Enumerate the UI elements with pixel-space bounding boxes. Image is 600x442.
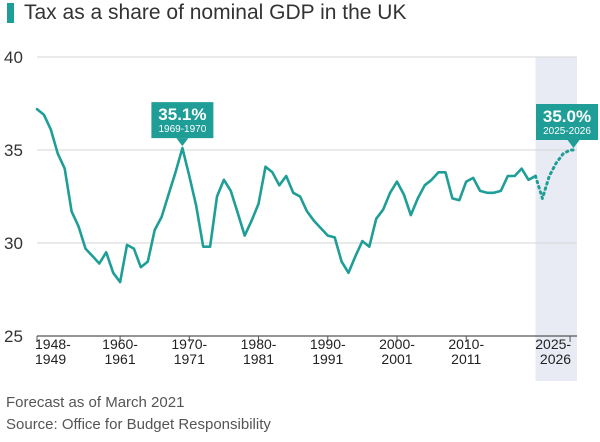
- callout-pointer: [176, 138, 189, 147]
- source-note: Source: Office for Budget Responsibility: [6, 416, 271, 433]
- y-tick-label: 40: [4, 48, 23, 67]
- title-accent-bar: [7, 3, 14, 23]
- callout-period: 1969-1970: [158, 124, 206, 135]
- x-tick-label: 1980-: [241, 336, 277, 352]
- x-tick-label: 1981: [243, 351, 274, 367]
- actual-series-line: [35, 107, 537, 284]
- callout-pointer: [567, 140, 580, 148]
- x-tick-label: 2001: [381, 351, 412, 367]
- callout-box: [151, 102, 214, 139]
- callout-value: 35.1%: [158, 105, 206, 124]
- y-tick-label: 25: [4, 327, 23, 346]
- x-tick-label: 2025-: [535, 336, 571, 352]
- chart-title: Tax as a share of nominal GDP in the UK: [24, 1, 407, 24]
- x-tick-label: 1990-: [310, 336, 346, 352]
- x-tick-label: 1970-: [171, 336, 207, 352]
- x-tick-label: 1961: [104, 351, 135, 367]
- x-tick-label: 1949: [35, 351, 66, 367]
- callout-value: 35.0%: [543, 107, 591, 126]
- x-tick-label: 2000-: [379, 336, 415, 352]
- forecast-series-line: [534, 148, 579, 200]
- x-tick-label: 1948-: [35, 336, 71, 352]
- x-tick-label: 2026: [540, 351, 571, 367]
- y-tick-label: 30: [4, 234, 23, 253]
- x-tick-label: 1960-: [102, 336, 138, 352]
- callout-period: 2025-2026: [543, 126, 591, 137]
- x-tick-label: 2010-: [448, 336, 484, 352]
- callout-box: [536, 104, 598, 140]
- y-tick-label: 35: [4, 141, 23, 160]
- x-tick-label: 1991: [312, 351, 343, 367]
- line-chart: 25 30 35 40 1948-1949 1960-1961 1970-1971 1980-…: [4, 48, 598, 381]
- x-tick-label: 2011: [451, 351, 481, 367]
- x-tick-label: 1971: [174, 351, 205, 367]
- forecast-note: Forecast as of March 2021: [6, 394, 185, 411]
